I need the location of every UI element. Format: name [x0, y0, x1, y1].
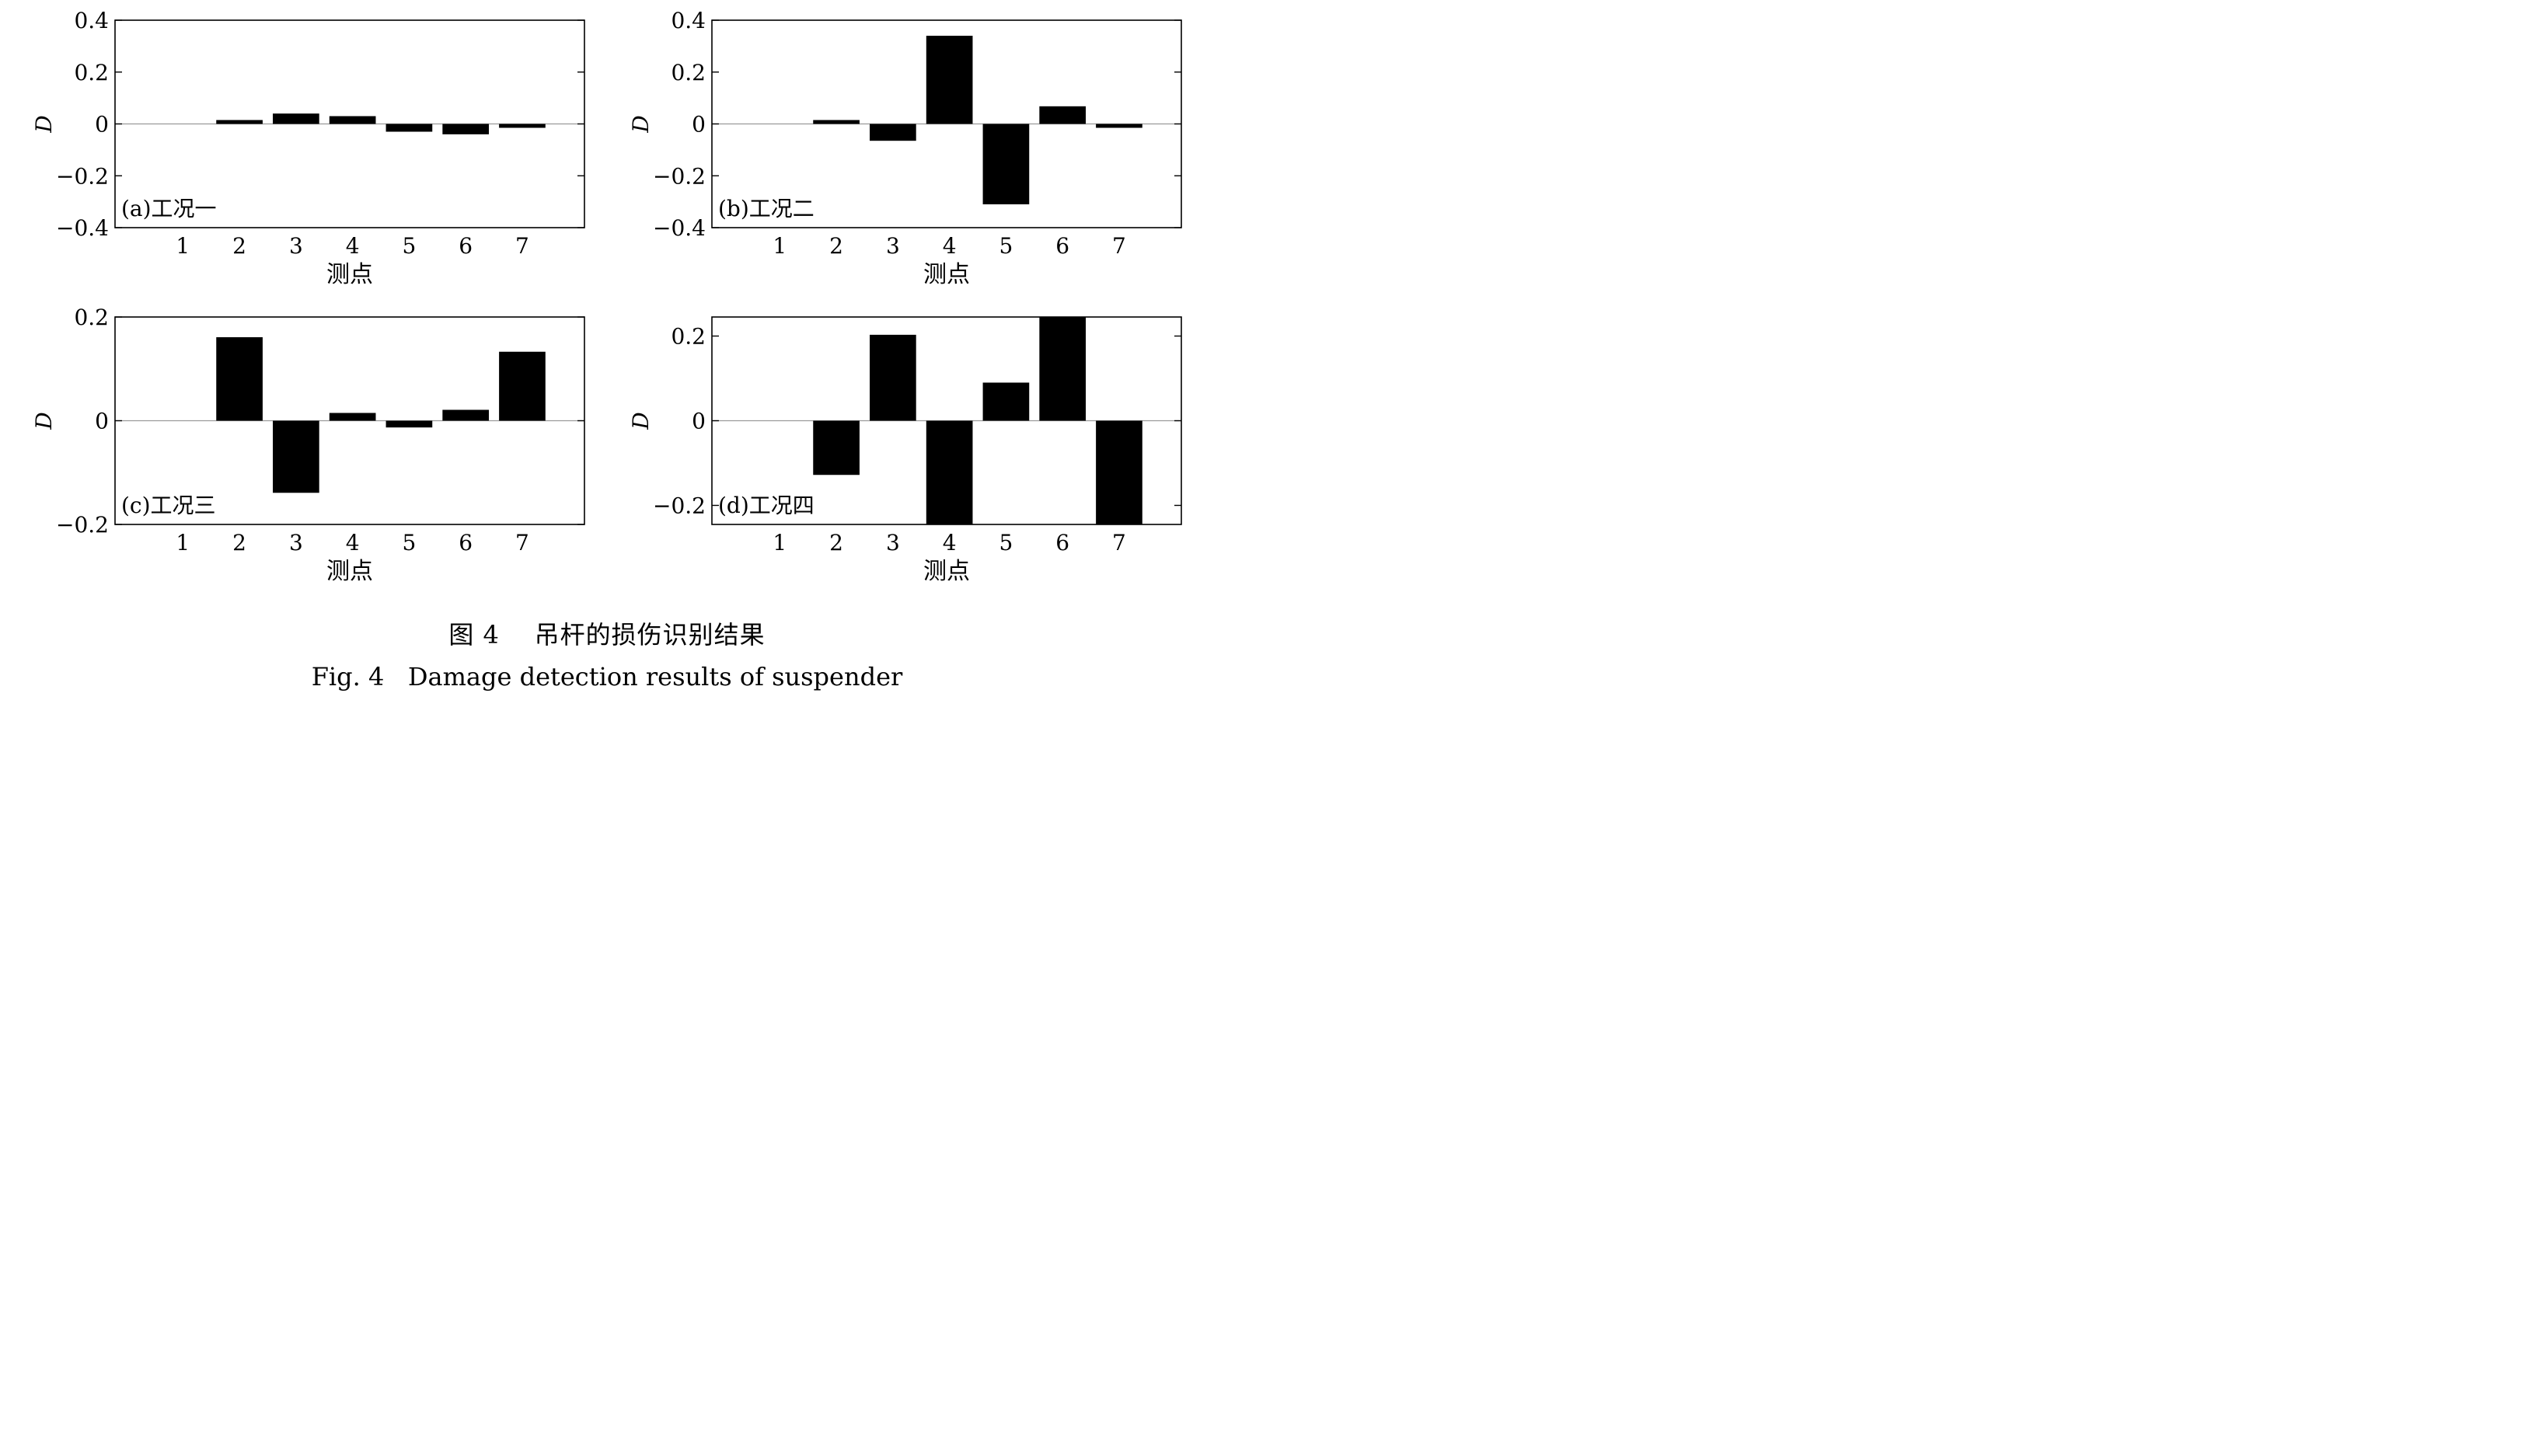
xtick-label: 7 [515, 233, 529, 259]
ytick-label: 0.4 [74, 8, 109, 33]
bar-a-4 [329, 116, 376, 124]
xtick-label: 2 [829, 530, 843, 556]
xtick-label: 2 [829, 233, 843, 259]
ytick-label: −0.2 [653, 163, 706, 189]
xtick-label: 7 [515, 530, 529, 556]
bar-d-6 [1039, 317, 1087, 421]
bar-c-2 [216, 337, 263, 421]
chart-panel-a: 0.4 0.2 0 −0.2 −0.4 1 2 3 4 5 6 7 测点 D (a)工况一 [31, 8, 585, 288]
chart-panel-d: 0.2 0 −0.2 1 2 3 4 5 6 7 测点 D (d)工况四 [628, 316, 1182, 585]
panel-label: (c)工况三 [121, 493, 216, 518]
figure-caption-english: Fig. 4 Damage detection results of suspe… [311, 662, 903, 691]
xtick-label: 4 [346, 530, 360, 556]
y-axis-label: D [628, 115, 654, 133]
bar-b-4 [926, 36, 973, 124]
ytick-label: −0.2 [56, 163, 109, 189]
ytick-label: 0.2 [671, 60, 706, 85]
xtick-label: 5 [999, 233, 1013, 259]
bar-c-7 [499, 351, 546, 421]
panel-label: (b)工况二 [718, 196, 815, 221]
bar-c-3 [273, 420, 319, 493]
x-axis-label: 测点 [923, 558, 970, 585]
ytick-label: 0 [692, 112, 706, 138]
xtick-label: 3 [886, 233, 900, 259]
bar-d-4 [926, 420, 973, 524]
xtick-label: 4 [943, 233, 957, 259]
bar-b-6 [1039, 106, 1087, 124]
bar-a-6 [442, 124, 490, 134]
bar-d-3 [870, 334, 916, 421]
xtick-label: 1 [176, 530, 190, 556]
bar-d-7 [1096, 420, 1142, 524]
figure-caption-chinese: 图 4 吊杆的损伤识别结果 [448, 620, 766, 650]
xtick-label: 6 [459, 530, 473, 556]
x-axis-label: 测点 [923, 261, 970, 288]
y-axis-label: D [31, 115, 57, 133]
bar-a-3 [273, 113, 319, 124]
bar-c-6 [442, 409, 490, 421]
figure-canvas: 0.4 0.2 0 −0.2 −0.4 1 2 3 4 5 6 7 测点 D (a)工况一 0.4 0.2 0 −0… [31, 8, 1182, 585]
bar-a-5 [385, 124, 433, 132]
ytick-label: 0 [692, 409, 706, 434]
ytick-label: 0 [95, 112, 109, 138]
xtick-label: 3 [289, 530, 303, 556]
ytick-label: −0.4 [56, 215, 109, 241]
x-axis-label: 测点 [326, 558, 373, 585]
bar-d-5 [982, 382, 1030, 421]
bar-b-5 [982, 124, 1030, 204]
ytick-label: −0.4 [653, 215, 706, 241]
xtick-label: 5 [402, 233, 416, 259]
xtick-label: 6 [1055, 233, 1069, 259]
ytick-label: 0.4 [671, 8, 706, 33]
bar-b-7 [1096, 124, 1142, 128]
xtick-label: 1 [773, 233, 787, 259]
bar-a-7 [499, 124, 546, 128]
xtick-label: 6 [1055, 530, 1069, 556]
bar-b-2 [813, 120, 860, 124]
xtick-label: 2 [232, 233, 246, 259]
ytick-label: 0.2 [74, 60, 109, 85]
ytick-label: −0.2 [653, 493, 706, 518]
bar-c-5 [385, 420, 433, 428]
xtick-label: 6 [459, 233, 473, 259]
xtick-label: 3 [886, 530, 900, 556]
xtick-label: 7 [1112, 530, 1126, 556]
y-axis-label: D [31, 412, 57, 430]
panel-label: (a)工况一 [121, 196, 217, 221]
xtick-label: 4 [943, 530, 957, 556]
xtick-label: 2 [232, 530, 246, 556]
xtick-label: 3 [289, 233, 303, 259]
xtick-label: 4 [346, 233, 360, 259]
xtick-label: 1 [773, 530, 787, 556]
ytick-label: −0.2 [56, 512, 109, 538]
bar-d-2 [813, 420, 860, 475]
y-axis-label: D [628, 412, 654, 430]
bar-b-3 [870, 124, 916, 141]
bar-c-4 [329, 413, 376, 421]
ytick-label: 0 [95, 409, 109, 434]
chart-panel-b: 0.4 0.2 0 −0.2 −0.4 1 2 3 4 5 6 7 测点 D (b)工况二 [628, 8, 1182, 288]
xtick-label: 1 [176, 233, 190, 259]
x-axis-label: 测点 [326, 261, 373, 288]
ytick-label: 0.2 [671, 324, 706, 350]
xtick-label: 7 [1112, 233, 1126, 259]
chart-panel-c: 0.2 0 −0.2 1 2 3 4 5 6 7 测点 D (c)工况三 [31, 305, 585, 585]
ytick-label: 0.2 [74, 305, 109, 330]
xtick-label: 5 [402, 530, 416, 556]
panel-label: (d)工况四 [718, 493, 815, 518]
xtick-label: 5 [999, 530, 1013, 556]
bar-a-2 [216, 120, 263, 124]
